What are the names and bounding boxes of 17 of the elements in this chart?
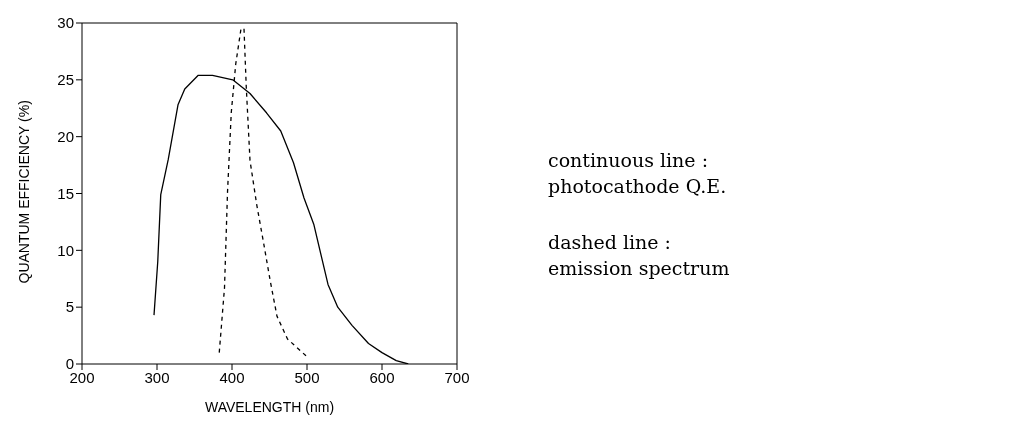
x-tick-label: 400 — [219, 368, 245, 386]
text: dashed line : — [548, 230, 672, 255]
y-tick-label: 30 — [57, 14, 74, 32]
y-tick-label: 20 — [57, 127, 74, 145]
y-tick-label: 25 — [57, 71, 74, 89]
y-axis-title: QUANTUM EFFICIENCY (%) — [15, 100, 32, 284]
y-tick-label: 5 — [65, 298, 74, 316]
x-tick-label: 700 — [444, 368, 470, 386]
x-tick-label: 500 — [294, 368, 320, 386]
text: photocathode Q.E. — [548, 174, 728, 199]
x-tick-label: 300 — [144, 368, 170, 386]
x-tick-label: 600 — [369, 368, 395, 386]
x-axis-title: WAVELENGTH (nm) — [204, 399, 335, 415]
text: emission spectrum — [548, 256, 730, 281]
text: continuous line : — [548, 148, 710, 173]
y-tick-label: 10 — [57, 241, 74, 259]
y-tick-label: 15 — [57, 184, 74, 202]
